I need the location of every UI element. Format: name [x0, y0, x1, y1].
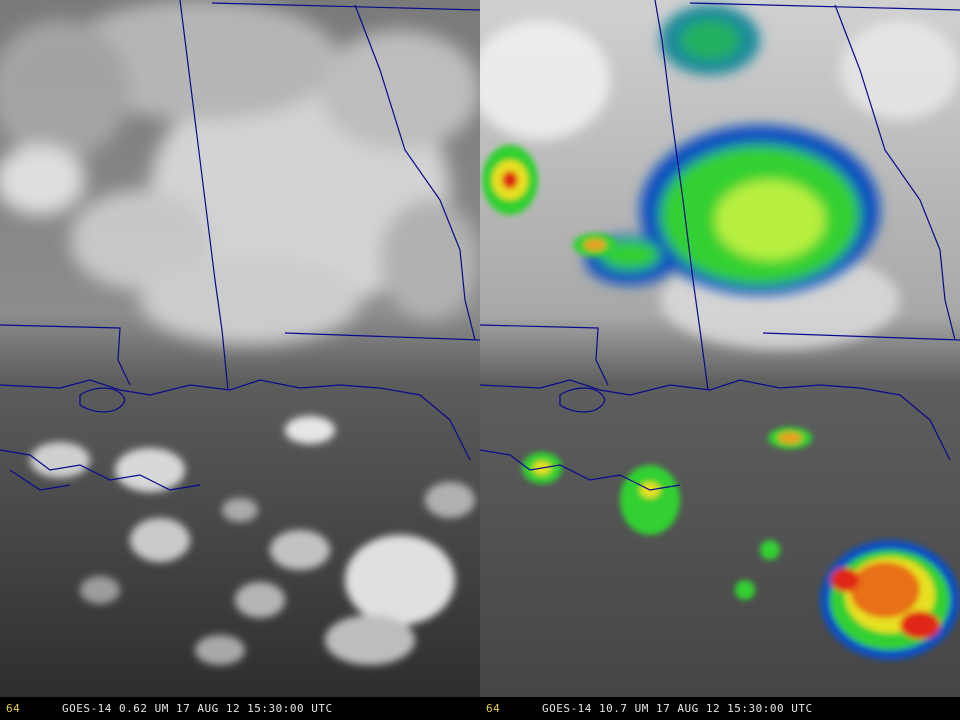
right-caption: GOES-14 10.7 UM 17 AUG 12 15:30:00 UTC	[542, 702, 813, 715]
infrared-satellite-panel	[480, 0, 960, 697]
right-frame-number: 64	[486, 702, 501, 715]
infrared-satellite-image	[480, 0, 960, 697]
map-boundaries	[0, 0, 480, 491]
right-caption-bar: 64 GOES-14 10.7 UM 17 AUG 12 15:30:00 UT…	[480, 697, 960, 720]
visible-satellite-image	[0, 0, 480, 697]
left-caption: GOES-14 0.62 UM 17 AUG 12 15:30:00 UTC	[62, 702, 333, 715]
visible-satellite-panel	[0, 0, 480, 697]
left-caption-bar: 64 GOES-14 0.62 UM 17 AUG 12 15:30:00 UT…	[0, 697, 480, 720]
map-boundaries-ir	[480, 0, 960, 491]
left-frame-number: 64	[6, 702, 21, 715]
